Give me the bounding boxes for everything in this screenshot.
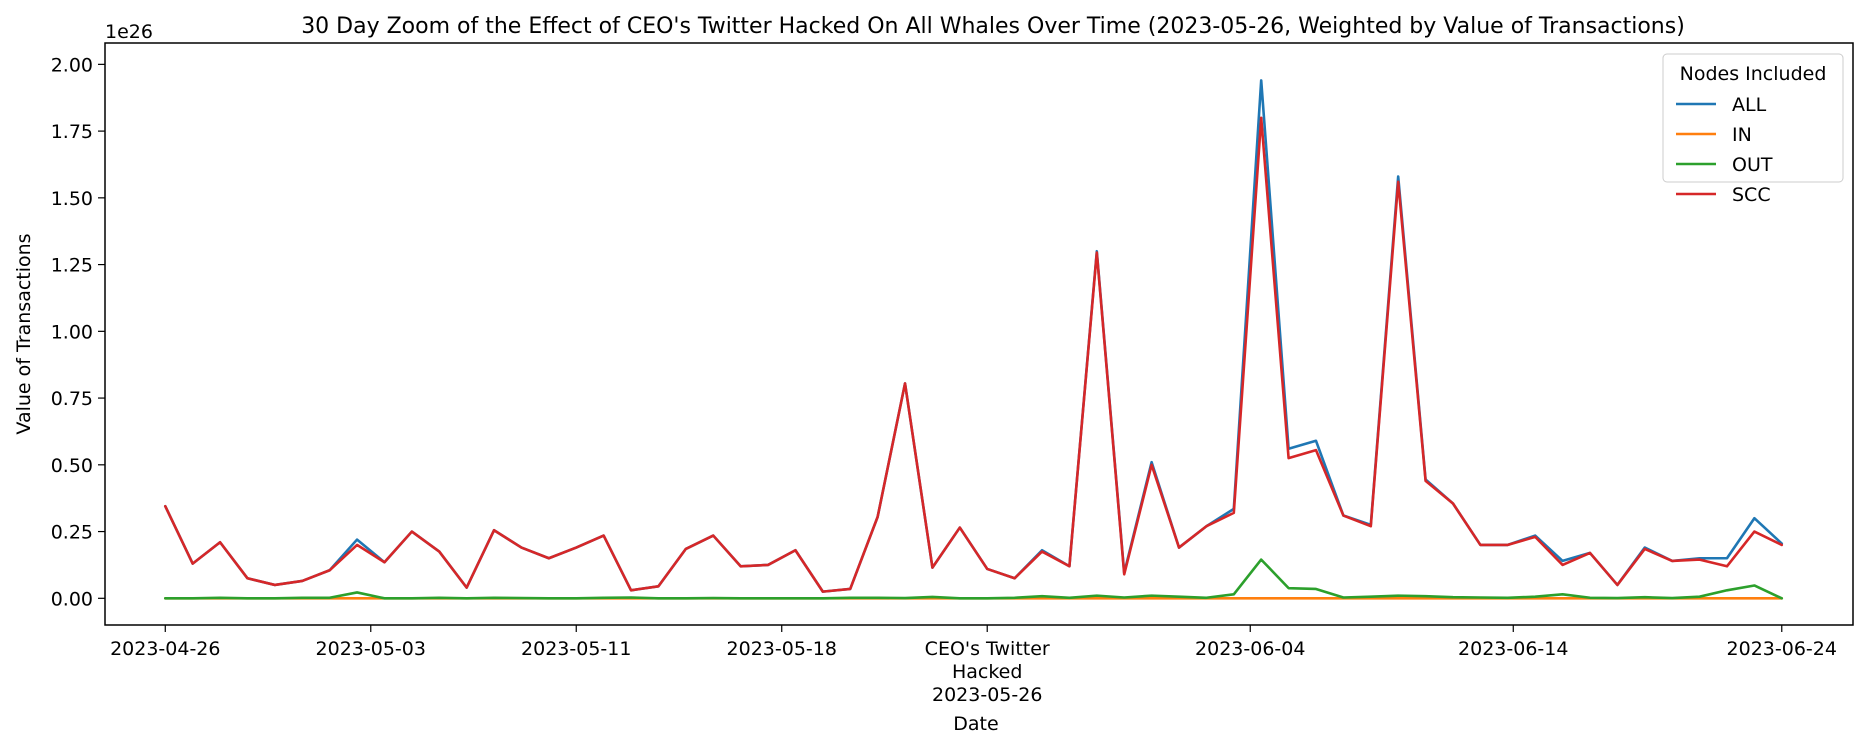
y-tick-label: 0.00 (51, 588, 93, 610)
y-tick-label: 1.75 (51, 121, 93, 143)
x-tick-label: 2023-05-03 (316, 638, 426, 660)
y-tick-label: 0.75 (51, 388, 93, 410)
x-tick-label: 2023-04-26 (110, 638, 220, 660)
x-axis-label: Date (953, 713, 998, 735)
y-tick-label: 0.50 (51, 455, 93, 477)
x-tick-label: 2023-06-24 (1727, 638, 1837, 660)
legend-label-in: IN (1732, 124, 1752, 146)
y-axis-label: Value of Transactions (13, 233, 35, 434)
x-tick-label: CEO's Twitter Hacked 2023-05-26 (925, 638, 1050, 706)
legend-label-scc: SCC (1732, 184, 1771, 206)
y-tick-label: 1.25 (51, 255, 93, 277)
x-axis-ticks: 2023-04-26 2023-05-03 2023-05-11 2023-05-18… (110, 625, 1837, 706)
y-axis-ticks: 0.00 0.25 0.50 0.75 1.00 1.25 1.50 1.75 2.00 (51, 54, 105, 610)
y-tick-label: 2.00 (51, 54, 93, 76)
series-line-out (163, 558, 1784, 600)
legend-label-all: ALL (1732, 94, 1767, 116)
legend-box (1662, 53, 1844, 183)
chart-title: 30 Day Zoom of the Effect of CEO's Twitt… (301, 14, 1685, 39)
legend: Nodes Included ALL IN OUT SCC (1662, 53, 1844, 206)
y-tick-label: 1.00 (51, 321, 93, 343)
plot-frame (104, 42, 1854, 626)
legend-label-out: OUT (1732, 154, 1773, 176)
y-scale-label: 1e26 (105, 21, 153, 43)
x-tick-label: 2023-06-14 (1458, 638, 1568, 660)
series-lines (163, 79, 1784, 600)
legend-items: ALL IN OUT SCC (1676, 94, 1773, 206)
x-tick-label: 2023-06-04 (1195, 638, 1305, 660)
series-line-scc (163, 116, 1784, 593)
x-tick-label: 2023-05-11 (521, 638, 631, 660)
series-line-all (163, 79, 1784, 593)
legend-title: Nodes Included (1680, 63, 1827, 85)
y-tick-label: 1.50 (51, 188, 93, 210)
x-tick-label: 2023-05-18 (727, 638, 837, 660)
y-tick-label: 0.25 (51, 522, 93, 544)
